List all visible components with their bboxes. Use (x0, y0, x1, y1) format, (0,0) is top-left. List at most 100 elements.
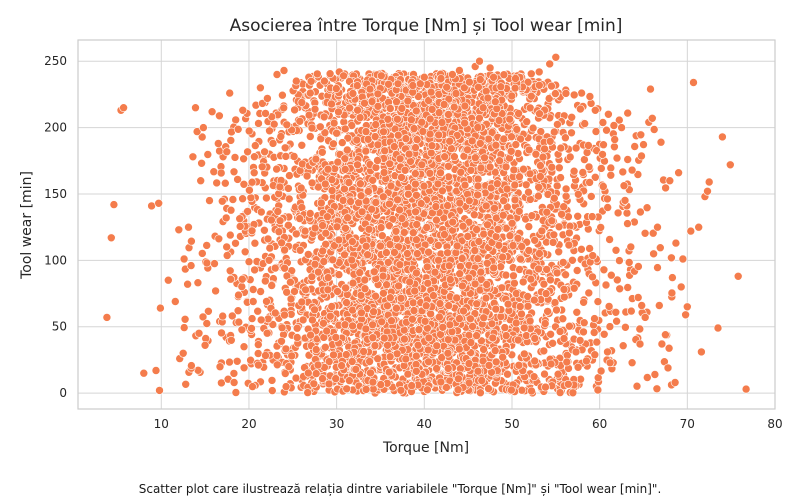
scatter-point (385, 199, 394, 209)
scatter-point (272, 360, 282, 370)
scatter-point (444, 162, 453, 171)
scatter-point (405, 277, 415, 287)
scatter-point (476, 267, 486, 277)
scatter-point (492, 104, 502, 114)
scatter-point (321, 228, 331, 238)
scatter-point (412, 268, 421, 278)
scatter-point (635, 324, 645, 334)
scatter-point (267, 215, 276, 225)
scatter-point (434, 90, 444, 99)
scatter-point (197, 159, 206, 168)
scatter-point (434, 108, 444, 117)
scatter-point (478, 103, 488, 112)
scatter-point (292, 333, 302, 342)
scatter-point (342, 145, 352, 155)
scatter-point (475, 139, 485, 148)
scatter-point (523, 301, 533, 311)
scatter-point (327, 302, 337, 311)
scatter-point (472, 225, 481, 234)
scatter-point (295, 246, 305, 255)
scatter-point (310, 259, 320, 269)
scatter-point (503, 369, 512, 379)
scatter-point (410, 286, 420, 296)
scatter-point (476, 388, 485, 398)
scatter-point (466, 314, 475, 324)
scatter-point (270, 308, 280, 318)
scatter-point (486, 183, 496, 193)
scatter-point (243, 207, 252, 216)
scatter-point (612, 316, 621, 326)
scatter-point (491, 232, 501, 241)
scatter-point (411, 179, 420, 189)
scatter-point (413, 340, 423, 350)
scatter-point (406, 157, 415, 166)
scatter-point (452, 241, 462, 251)
scatter-point (371, 291, 380, 301)
scatter-point (481, 293, 491, 303)
scatter-point (426, 148, 436, 158)
scatter-point (567, 128, 576, 138)
scatter-point (343, 133, 353, 143)
scatter-point (411, 143, 420, 152)
scatter-point (217, 378, 226, 388)
scatter-point (280, 245, 289, 255)
scatter-point (487, 128, 497, 137)
scatter-point (606, 270, 616, 280)
scatter-point (568, 255, 577, 265)
scatter-point (212, 178, 221, 188)
scatter-point (561, 89, 571, 98)
scatter-point (360, 275, 370, 285)
scatter-point (559, 334, 569, 343)
scatter-point (370, 341, 380, 350)
scatter-point (579, 318, 589, 328)
scatter-point (513, 335, 523, 345)
scatter-point (234, 317, 244, 327)
scatter-point (222, 251, 232, 260)
scatter-point (309, 379, 319, 389)
scatter-point (303, 388, 313, 397)
scatter-point (239, 180, 249, 189)
scatter-point (586, 192, 596, 201)
scatter-point (267, 376, 277, 385)
scatter-point (479, 313, 489, 323)
scatter-point (348, 305, 357, 315)
scatter-point (474, 83, 483, 92)
scatter-point (575, 336, 585, 345)
scatter-point (262, 193, 271, 203)
scatter-point (515, 302, 525, 311)
scatter-point (623, 219, 632, 228)
scatter-point (534, 183, 544, 192)
scatter-point (507, 385, 516, 395)
scatter-point (217, 328, 226, 338)
scatter-point (298, 315, 308, 325)
scatter-point (225, 266, 235, 276)
scatter-point (510, 278, 519, 288)
scatter-point (324, 357, 334, 366)
scatter-point (634, 262, 643, 271)
scatter-point (226, 274, 235, 284)
scatter-point (215, 362, 225, 372)
scatter-point (393, 130, 403, 140)
scatter-point (610, 135, 620, 144)
scatter-point (483, 220, 492, 230)
scatter-point (312, 69, 322, 79)
scatter-point (522, 331, 531, 340)
scatter-point (508, 241, 518, 250)
scatter-point (272, 351, 282, 360)
scatter-point (292, 323, 302, 333)
scatter-point (379, 288, 388, 298)
scatter-point (383, 340, 392, 350)
scatter-point (496, 262, 506, 272)
scatter-point (198, 249, 207, 258)
scatter-point (385, 104, 395, 113)
scatter-point (364, 225, 374, 234)
scatter-point (558, 314, 568, 324)
scatter-point (649, 249, 658, 259)
scatter-point (435, 312, 444, 322)
scatter-point (395, 154, 405, 164)
scatter-point (391, 227, 401, 236)
scatter-point (297, 141, 307, 150)
scatter-point (546, 329, 555, 339)
scatter-point (340, 154, 350, 163)
scatter-point (496, 82, 506, 91)
